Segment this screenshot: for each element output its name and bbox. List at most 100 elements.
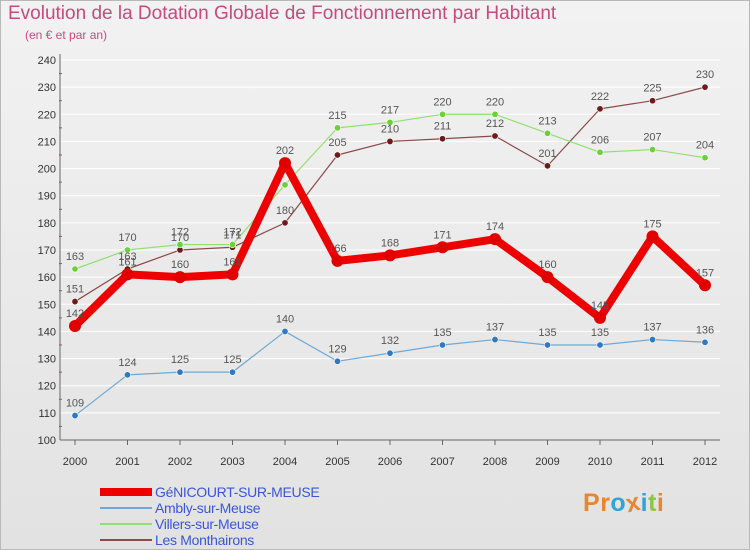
data-point — [596, 148, 604, 156]
data-label: 166 — [328, 243, 346, 255]
data-point — [333, 357, 341, 365]
data-label: 135 — [591, 327, 609, 339]
data-label: 124 — [118, 357, 136, 369]
x-tick-label: 2003 — [220, 456, 244, 468]
data-point — [646, 230, 659, 243]
y-tick-label: 140 — [38, 326, 56, 338]
x-tick-label: 2004 — [273, 456, 297, 468]
data-label: 230 — [696, 69, 714, 81]
data-label: 129 — [328, 343, 346, 355]
data-point — [281, 181, 289, 189]
data-label: 220 — [486, 96, 504, 108]
data-point — [648, 97, 656, 105]
data-point — [594, 311, 606, 324]
data-label: 135 — [433, 327, 451, 339]
data-label: 172 — [223, 227, 241, 239]
data-point — [543, 162, 551, 170]
data-label: 213 — [538, 115, 556, 127]
data-point — [121, 268, 134, 281]
legend-label: GéNICOURT-SUR-MEUSE — [155, 484, 320, 500]
data-label: 217 — [381, 104, 399, 116]
y-tick-label: 230 — [38, 82, 56, 94]
legend-label: Les Monthairons — [155, 532, 255, 548]
data-point — [438, 110, 446, 118]
data-label: 151 — [66, 284, 84, 296]
legend-label: Villers-sur-Meuse — [155, 516, 259, 532]
data-point — [648, 146, 656, 154]
data-point — [279, 157, 291, 170]
logo-letter: P — [583, 489, 601, 517]
data-point — [491, 336, 499, 344]
data-point — [701, 154, 709, 162]
data-label: 225 — [643, 83, 661, 95]
data-label: 171 — [223, 229, 241, 241]
data-point — [701, 83, 709, 91]
data-point — [69, 320, 81, 332]
x-tick-label: 2012 — [693, 456, 717, 468]
x-tick-label: 2002 — [168, 456, 192, 468]
data-point — [174, 271, 186, 284]
data-label: 137 — [486, 322, 504, 334]
data-label: 171 — [433, 229, 451, 241]
data-point — [331, 254, 344, 267]
data-label: 142 — [66, 308, 84, 320]
legend-swatch — [100, 507, 152, 509]
data-label: 180 — [276, 205, 294, 217]
data-label: 157 — [696, 267, 714, 279]
data-label: 168 — [381, 237, 399, 249]
data-point — [543, 341, 551, 349]
data-point — [71, 412, 79, 420]
data-label: 210 — [381, 123, 399, 135]
data-point — [281, 327, 289, 335]
y-tick-label: 240 — [38, 55, 56, 67]
data-point — [124, 246, 132, 254]
data-label: 222 — [591, 91, 609, 103]
logo-letter: i — [656, 489, 665, 517]
legend-swatch — [100, 539, 152, 541]
data-label: 137 — [643, 322, 661, 334]
data-label: 204 — [696, 140, 714, 152]
y-tick-label: 200 — [38, 164, 56, 176]
y-tick-label: 120 — [38, 381, 56, 393]
data-point — [386, 118, 394, 126]
data-label: 136 — [696, 324, 714, 336]
data-point — [176, 368, 184, 376]
logo-letter: o — [610, 489, 627, 517]
logo-letter: i — [640, 489, 649, 517]
x-tick-label: 2007 — [430, 456, 454, 468]
data-label: 220 — [433, 96, 451, 108]
data-label: 215 — [328, 110, 346, 122]
data-label: 161 — [118, 256, 136, 268]
data-label: 170 — [171, 232, 189, 244]
data-labels: 142 161 160 161 202 166 168 171 174 160 145 175 157 1… — [66, 69, 714, 409]
data-label: 109 — [66, 398, 84, 410]
data-point — [384, 249, 396, 262]
chart-title: Evolution de la Dotation Globale de Fonc… — [8, 3, 557, 24]
data-label: 125 — [171, 354, 189, 366]
data-label: 212 — [486, 118, 504, 130]
data-label: 174 — [486, 221, 504, 233]
data-label: 161 — [223, 256, 241, 268]
data-point — [491, 110, 499, 118]
legend-swatch — [100, 523, 152, 525]
data-label: 160 — [538, 259, 556, 271]
data-point — [648, 336, 656, 344]
x-tick-label: 2010 — [588, 456, 612, 468]
data-label: 211 — [434, 121, 452, 133]
proxiti-logo: Proxiti — [583, 488, 665, 518]
data-point — [436, 241, 449, 254]
data-label: 135 — [538, 327, 556, 339]
legend-swatch — [100, 488, 152, 496]
y-tick-label: 100 — [38, 435, 56, 447]
logo-letter: t — [648, 489, 657, 517]
data-label: 172 — [171, 227, 189, 239]
x-tick-label: 2009 — [535, 456, 559, 468]
data-label: 175 — [643, 218, 661, 230]
legend-label: Ambly-sur-Meuse — [155, 500, 261, 516]
logo-letter: r — [600, 489, 611, 517]
data-label: 160 — [171, 259, 189, 271]
data-label: 140 — [276, 313, 294, 325]
y-tick-label: 160 — [38, 272, 56, 284]
data-point — [491, 132, 499, 140]
